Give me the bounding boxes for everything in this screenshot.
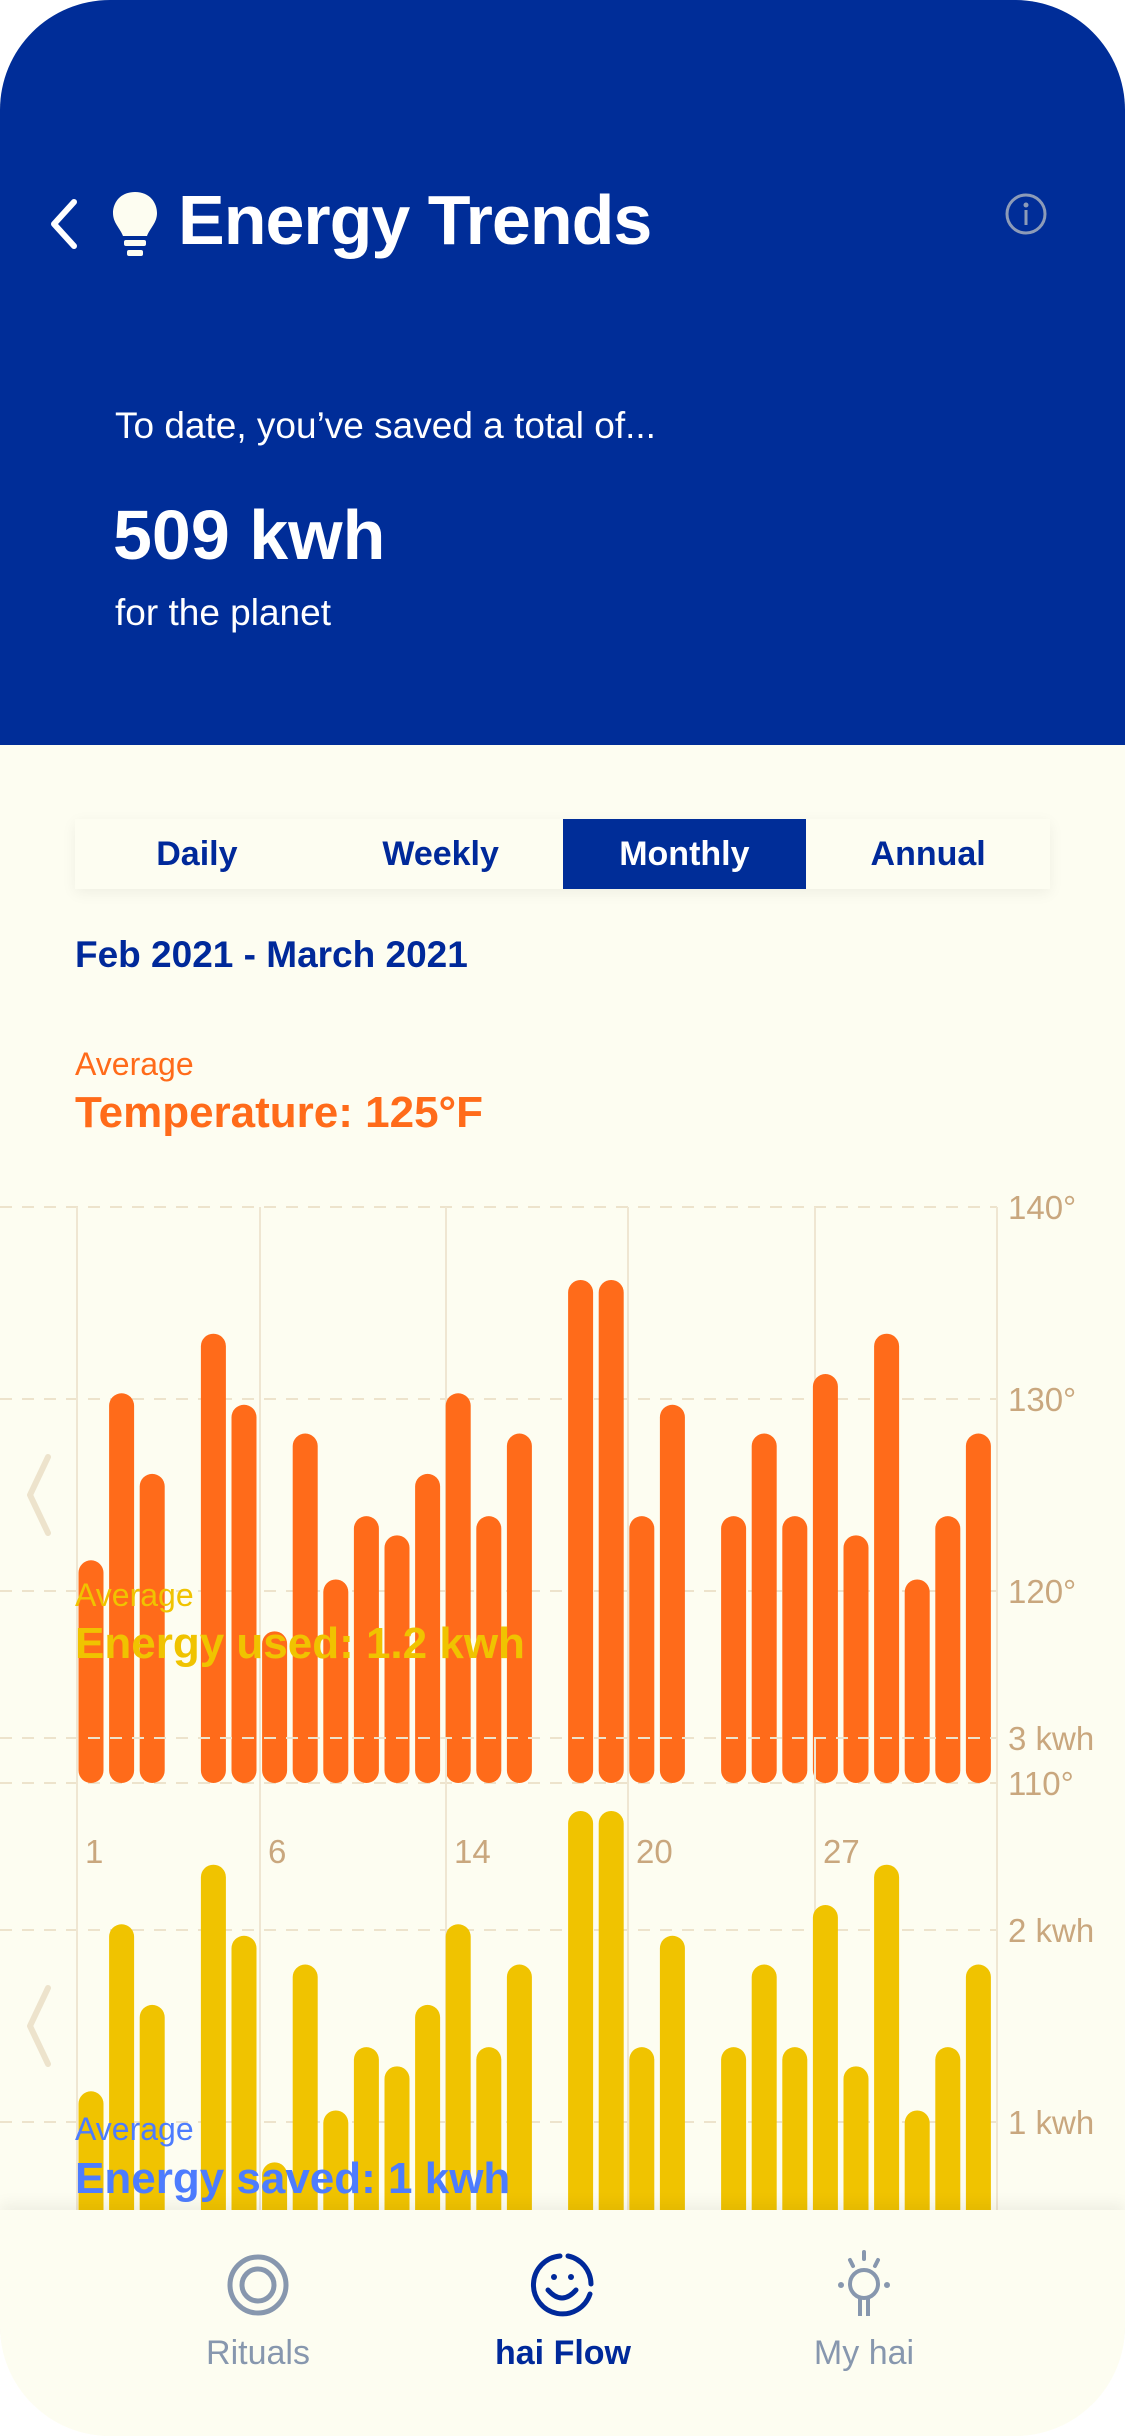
nav-my-hai-label: My hai (813, 2334, 915, 2372)
y-tick-label: 130° (1008, 1381, 1076, 1418)
nav-rituals[interactable]: Rituals (158, 2250, 358, 2373)
rituals-icon (227, 2254, 289, 2316)
bar (812, 1374, 838, 1783)
bar (415, 1473, 441, 1783)
bar (568, 1810, 594, 2314)
bar (384, 1535, 410, 1783)
bar (598, 1810, 624, 2314)
bar (935, 1516, 961, 1783)
temperature-title: Temperature: 125°F (75, 1088, 484, 1137)
bar (323, 1579, 349, 1783)
nav-hai-flow[interactable]: hai Flow (463, 2250, 663, 2373)
savings-total: 509 kwh (113, 496, 386, 574)
bar (843, 1535, 869, 1783)
bar (353, 1516, 379, 1783)
y-tick-label: 1 kwh (1008, 2104, 1094, 2141)
tab-monthly[interactable]: Monthly (562, 819, 807, 889)
lightbulb-icon (113, 192, 157, 256)
smiley-icon (531, 2253, 594, 2317)
bar (231, 1404, 257, 1783)
bar (629, 1516, 655, 1783)
bar (659, 1404, 685, 1783)
bar (292, 1433, 318, 1783)
savings-intro: To date, you’ve saved a total of... (115, 405, 656, 446)
period-tabs: Daily Weekly Monthly Annual (75, 819, 1050, 889)
energy-saved-average-label: Average (75, 2111, 194, 2147)
y-tick-label: 2 kwh (1008, 1912, 1094, 1949)
lamp-icon (838, 2250, 890, 2316)
bar (109, 1393, 135, 1783)
bar (721, 1516, 747, 1783)
bar (782, 1516, 808, 1783)
bar (262, 1631, 288, 1783)
tab-annual[interactable]: Annual (870, 834, 986, 873)
bar (751, 1433, 777, 1783)
bar (476, 1516, 502, 1783)
page-title: Energy Trends (178, 181, 652, 259)
bottom-nav: Rituals hai Flow My hai (0, 2210, 1125, 2436)
y-tick-label: 3 kwh (1008, 1720, 1094, 1757)
bar (904, 1579, 930, 1783)
savings-subtitle: for the planet (115, 592, 331, 633)
bar (78, 1560, 104, 1783)
bar (200, 1864, 226, 2314)
x-tick-label: 6 (268, 1833, 286, 1870)
nav-my-hai[interactable]: My hai (764, 2250, 964, 2373)
x-tick-label: 20 (636, 1833, 673, 1870)
bar (445, 1393, 471, 1783)
info-icon[interactable] (1004, 192, 1048, 236)
energy-used-title: Energy used: 1.2 kwh (75, 1619, 525, 1668)
bar (598, 1279, 624, 1783)
y-tick-label: 110° (1008, 1765, 1074, 1802)
nav-hai-flow-label: hai Flow (495, 2334, 631, 2372)
date-range: Feb 2021 - March 2021 (75, 934, 468, 975)
x-tick-label: 14 (454, 1833, 491, 1870)
y-tick-label: 120° (1008, 1573, 1076, 1610)
temperature-average-label: Average (75, 1046, 194, 1082)
y-tick-label: 140° (1008, 1189, 1076, 1226)
bar (506, 1433, 532, 1783)
bar (568, 1279, 594, 1783)
energy-saved-title: Energy saved: 1 kwh (75, 2154, 511, 2203)
bar (200, 1333, 226, 1783)
x-tick-label: 27 (823, 1833, 860, 1870)
previous-chevron-icon[interactable] (27, 1985, 51, 2067)
energy-used-average-label: Average (75, 1577, 194, 1613)
tab-weekly[interactable]: Weekly (382, 834, 499, 873)
previous-chevron-icon[interactable] (27, 1454, 51, 1536)
bar (965, 1433, 991, 1783)
bar (874, 1864, 900, 2314)
back-chevron-icon[interactable] (44, 196, 84, 252)
nav-rituals-label: Rituals (206, 2334, 310, 2372)
temperature-chart: 140° 130° 120° 110° 1 6 14 20 27 (0, 1189, 1076, 1883)
bar (139, 1473, 165, 1783)
bar (874, 1333, 900, 1783)
tab-daily[interactable]: Daily (156, 834, 238, 873)
x-tick-label: 1 (85, 1833, 103, 1870)
header: Energy Trends To date, you’ve saved a to… (0, 0, 1125, 745)
